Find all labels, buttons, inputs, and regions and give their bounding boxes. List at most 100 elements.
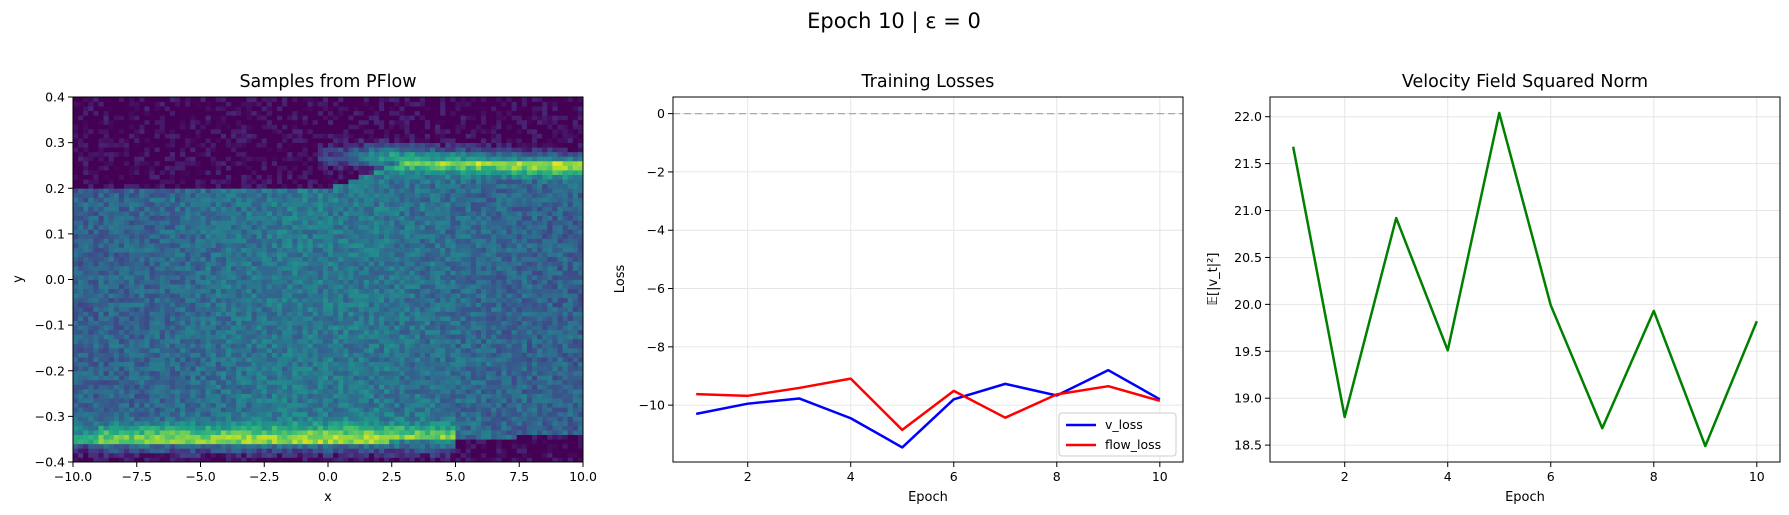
heatmap-cell: [348, 361, 354, 367]
heatmap-cell: [302, 179, 308, 185]
heatmap-cell: [93, 142, 99, 148]
heatmap-cell: [226, 430, 232, 436]
heatmap-cell: [307, 457, 314, 463]
heatmap-cell: [144, 179, 150, 185]
heatmap-cell: [266, 393, 273, 399]
heatmap-cell: [368, 174, 375, 180]
heatmap-cell: [358, 329, 365, 335]
heatmap-cell: [373, 256, 380, 262]
heatmap-cell: [297, 174, 303, 180]
heatmap-cell: [373, 160, 380, 166]
heatmap-cell: [358, 293, 365, 299]
heatmap-cell: [384, 252, 390, 258]
heatmap-cell: [379, 448, 385, 454]
heatmap-cell: [317, 238, 324, 244]
heatmap-cell: [373, 183, 380, 189]
heatmap-cell: [180, 133, 186, 139]
heatmap-cell: [149, 407, 155, 413]
heatmap-cell: [241, 334, 247, 340]
heatmap-cell: [292, 188, 298, 194]
heatmap-cell: [159, 325, 166, 331]
heatmap-cell: [73, 97, 79, 102]
heatmap-cell: [169, 270, 176, 276]
heatmap-cell: [220, 256, 227, 262]
heatmap-cell: [328, 379, 334, 385]
heatmap-cell: [175, 252, 181, 258]
heatmap-cell: [373, 188, 380, 194]
heatmap-cell: [210, 434, 217, 440]
heatmap-cell: [108, 384, 115, 390]
heatmap-cell: [98, 352, 104, 358]
heatmap-cell: [373, 211, 380, 217]
heatmap-cell: [322, 452, 329, 458]
heatmap-cell: [113, 243, 120, 248]
heatmap-cell: [353, 256, 359, 262]
heatmap-cell: [175, 425, 181, 431]
heatmap-cell: [88, 119, 94, 125]
heatmap-cell: [302, 366, 308, 372]
heatmap-cell: [210, 334, 217, 340]
heatmap-cell: [358, 147, 365, 153]
heatmap-cell: [384, 279, 390, 285]
heatmap-cell: [139, 224, 145, 230]
heatmap-cell: [368, 352, 375, 358]
heatmap-cell: [185, 379, 191, 385]
heatmap-cell: [343, 302, 349, 308]
heatmap-cell: [180, 398, 186, 404]
heatmap-cell: [139, 119, 145, 125]
heatmap-cell: [338, 379, 344, 385]
heatmap-cell: [236, 430, 242, 436]
heatmap-cell: [353, 206, 359, 212]
heatmap-cell: [363, 416, 370, 422]
heatmap-cell: [93, 147, 99, 153]
heatmap-cell: [205, 379, 212, 385]
heatmap-cell: [164, 156, 171, 162]
heatmap-cell: [338, 220, 344, 226]
heatmap-cell: [292, 124, 298, 130]
heatmap-cell: [312, 279, 319, 285]
heatmap-cell: [317, 165, 324, 171]
heatmap-cell: [200, 274, 206, 280]
heatmap-cell: [103, 151, 110, 157]
heatmap-cell: [322, 311, 329, 317]
heatmap-cell: [358, 124, 365, 130]
heatmap-cell: [134, 420, 140, 426]
heatmap-cell: [154, 334, 161, 340]
heatmap-cell: [78, 151, 84, 157]
heatmap-cell: [373, 302, 380, 308]
heatmap-cell: [317, 352, 324, 358]
heatmap-cell: [236, 284, 242, 290]
heatmap-cell: [108, 133, 115, 139]
heatmap-cell: [333, 302, 339, 308]
heatmap-cell: [384, 211, 390, 217]
heatmap-cell: [353, 265, 359, 271]
heatmap-cell: [292, 434, 298, 440]
heatmap-cell: [302, 265, 308, 271]
heatmap-cell: [379, 284, 385, 290]
heatmap-cell: [98, 160, 104, 166]
heatmap-cell: [73, 215, 79, 221]
heatmap-cell: [358, 224, 365, 230]
heatmap-cell: [210, 179, 217, 185]
heatmap-cell: [261, 361, 268, 367]
heatmap-cell: [169, 279, 176, 285]
heatmap-cell: [379, 142, 385, 148]
heatmap-cell: [384, 233, 390, 239]
heatmap-cell: [297, 124, 303, 130]
heatmap-cell: [348, 238, 354, 244]
heatmap-cell: [83, 124, 89, 130]
heatmap-cell: [251, 201, 257, 207]
heatmap-cell: [338, 138, 344, 144]
heatmap-cell: [282, 138, 288, 144]
heatmap-cell: [231, 197, 237, 203]
heatmap-cell: [93, 430, 99, 436]
heatmap-cell: [363, 265, 370, 271]
heatmap-cell: [215, 160, 222, 166]
heatmap-cell: [251, 256, 257, 262]
heatmap-cell: [338, 320, 344, 326]
heatmap-cell: [328, 402, 334, 408]
heatmap-cell: [93, 293, 99, 299]
heatmap-cell: [282, 452, 288, 458]
heatmap-cell: [287, 192, 293, 198]
heatmap-cell: [144, 338, 150, 344]
